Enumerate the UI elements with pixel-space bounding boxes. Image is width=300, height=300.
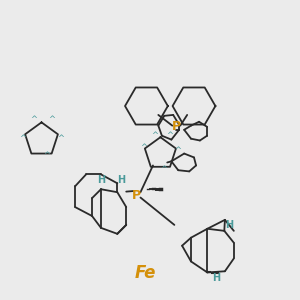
Text: ^: ^ <box>174 146 181 155</box>
Text: ^: ^ <box>141 143 148 152</box>
Text: ^: ^ <box>31 115 38 124</box>
Text: H: H <box>97 175 105 185</box>
Text: ^: ^ <box>57 134 64 142</box>
Text: P: P <box>172 120 181 133</box>
Text: ^: ^ <box>151 131 158 140</box>
Text: ^: ^ <box>160 165 167 174</box>
Text: H: H <box>226 220 234 230</box>
Text: Fe: Fe <box>135 264 156 282</box>
Text: P: P <box>132 189 141 202</box>
Text: ^: ^ <box>166 131 173 140</box>
Text: ^: ^ <box>48 115 56 124</box>
Text: ^: ^ <box>44 152 50 160</box>
Text: ^: ^ <box>19 134 26 142</box>
Text: H: H <box>212 273 220 284</box>
Text: H: H <box>117 175 125 185</box>
